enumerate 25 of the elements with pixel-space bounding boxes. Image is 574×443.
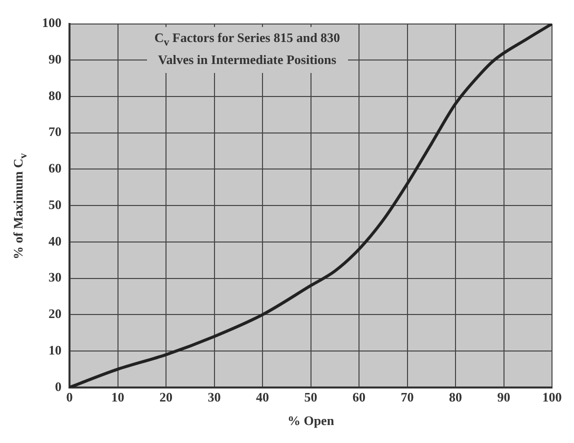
x-axis-title: % Open	[286, 413, 336, 429]
y-tick-label: 60	[48, 160, 62, 176]
x-tick-label: 0	[66, 390, 73, 405]
y-tick-label: 100	[42, 15, 62, 30]
x-tick-label: 40	[256, 390, 269, 405]
text: C$_{v}$ Factors for Series 815 and 830 Valves in Intermediate Positions	[146, 26, 348, 74]
x-tick-label: 60	[352, 390, 366, 405]
y-tick-label: 90	[48, 52, 62, 67]
y-tick-label: 0	[55, 378, 62, 394]
y-tick-label: 10	[48, 342, 62, 358]
x-tick-label: 20	[160, 390, 172, 405]
y-tick-label: 50	[48, 196, 62, 212]
x-tick-label: 70	[400, 390, 414, 405]
line-series	[70, 24, 552, 388]
y-tick-label: 70	[48, 124, 62, 140]
y-tick-label: 20	[48, 306, 62, 322]
y-tick-label: 40	[48, 233, 62, 248]
y-tick-label: 30	[48, 270, 62, 285]
x-tick-label: 90	[497, 390, 510, 405]
y-tick-label: 80	[48, 88, 62, 103]
x-tick-label: 30	[208, 390, 221, 405]
x-tick-label: 50	[304, 390, 318, 405]
x-tick-label: 80	[449, 390, 462, 405]
x-tick-label: 10	[111, 390, 124, 405]
x-tick-label: 100	[542, 390, 562, 405]
